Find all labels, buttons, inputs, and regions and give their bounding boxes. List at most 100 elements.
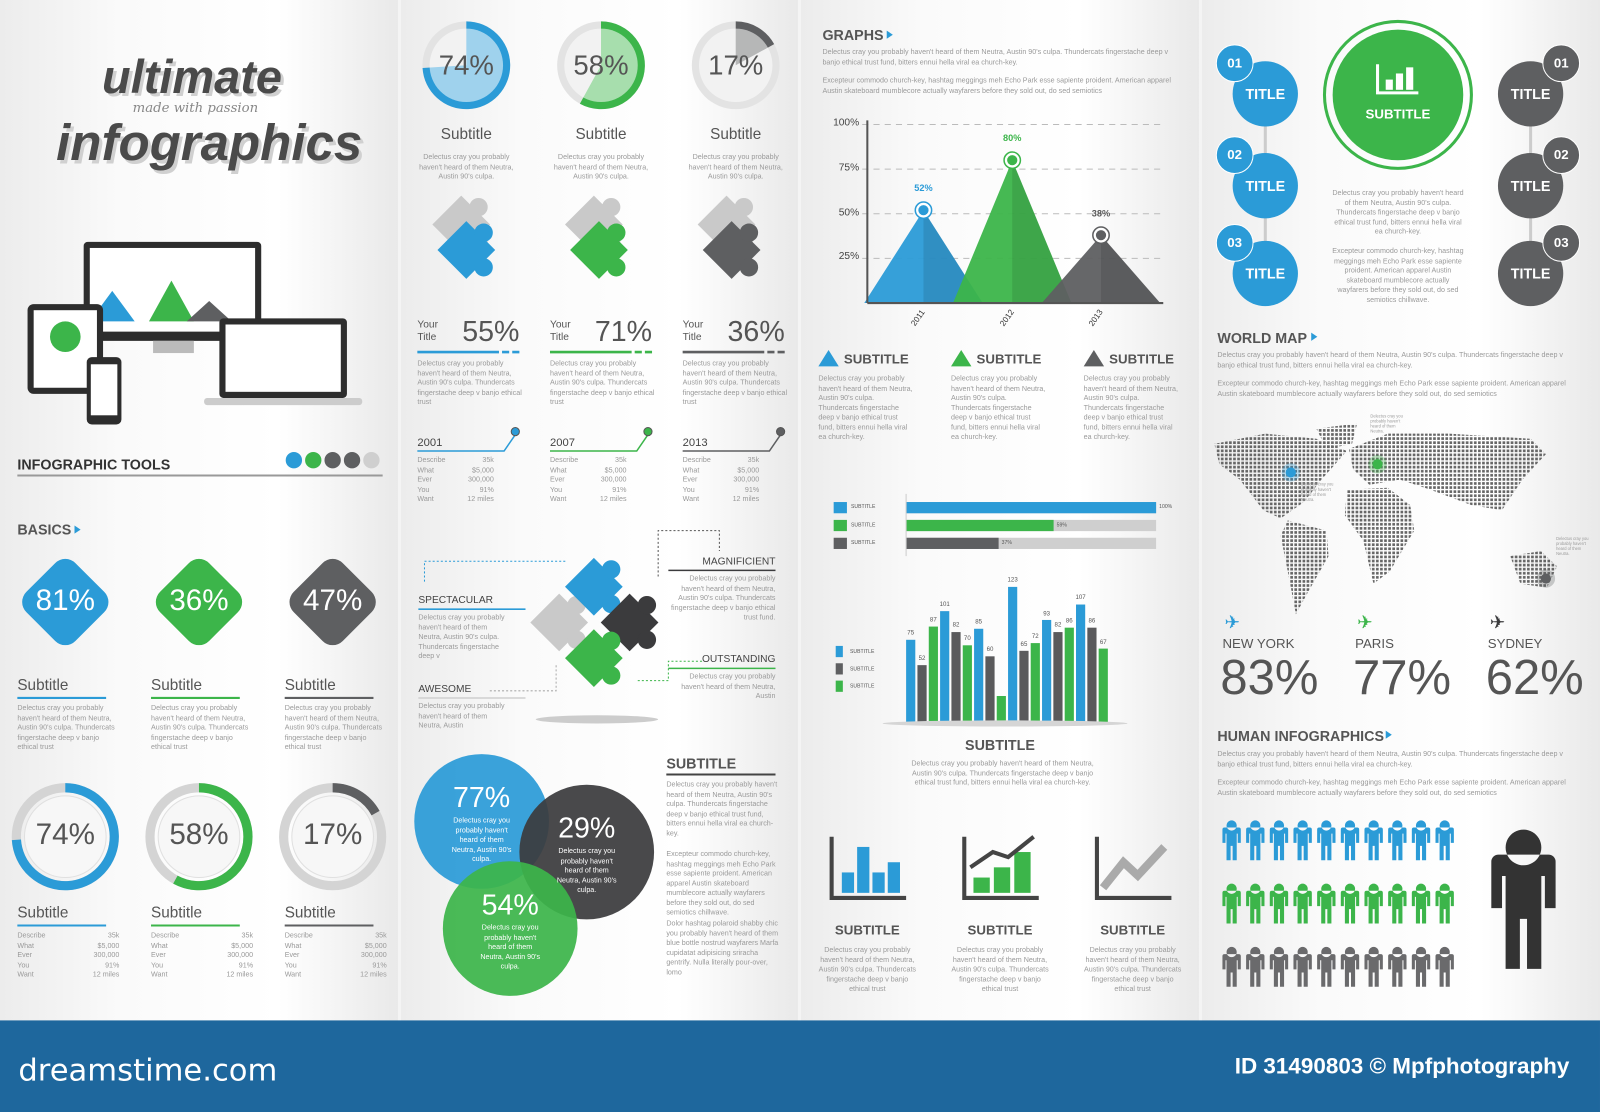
- row-label: Describe: [17, 932, 46, 940]
- map-callout: Delectus cray you probably haven't heard…: [1301, 481, 1334, 503]
- puzzle-knob: [474, 258, 493, 277]
- footer-brand[interactable]: dreamstime.com: [18, 1053, 278, 1089]
- person-icon: [1388, 820, 1407, 861]
- arrow-right-icon: [886, 30, 893, 39]
- row-value: 12 miles: [467, 495, 494, 504]
- row-value: 91%: [744, 486, 760, 494]
- continent-shape: [1348, 433, 1546, 511]
- step-title: TITLE: [1510, 265, 1551, 282]
- paragraph: Delectus cray you probably haven't heard…: [666, 781, 778, 838]
- table-row: What $5,000: [550, 466, 627, 476]
- bar-value-label: 107: [1075, 595, 1086, 602]
- icon-text: Delectus cray you probably haven't heard…: [1083, 946, 1182, 993]
- puzzle-label-text: Delectus cray you probably haven't heard…: [681, 673, 776, 700]
- row-label: Ever: [17, 952, 33, 960]
- bar-value-label: 87: [929, 617, 937, 624]
- bar-mark: [906, 639, 916, 723]
- table-row: You 91%: [17, 961, 119, 971]
- puzzle-knob: [607, 258, 626, 277]
- data-table: Describe 35k What $5,000 Ever 300,000 You 91% Wa…: [683, 456, 760, 504]
- subtitle: Subtitle: [151, 676, 203, 694]
- timeline-year: 2001: [417, 436, 443, 449]
- bar-value-label: 86: [1088, 618, 1096, 625]
- row-label: What: [284, 942, 302, 950]
- venn-text: Delectus cray you probably haven't heard…: [480, 924, 541, 971]
- row-label: What: [17, 942, 35, 950]
- person-icon: [1435, 883, 1454, 924]
- puzzle-label-title: AWESOME: [418, 683, 472, 695]
- puzzle-label-text: Delectus cray you probably haven't heard…: [418, 703, 505, 730]
- bar-value-label: 82: [952, 622, 960, 630]
- description: Delectus cray you probably haven't heard…: [284, 705, 383, 752]
- peak-label: 80%: [1003, 132, 1022, 143]
- row-label: Describe: [284, 932, 313, 940]
- data-table: Describe 35k What $5,000 Ever 300,000 You 91% Wa…: [285, 932, 387, 980]
- row-label: What: [417, 466, 435, 474]
- person-icon: [1222, 946, 1241, 987]
- color-dot-icon: [305, 452, 322, 469]
- chart-caption-text: Delectus cray you probably haven't heard…: [911, 760, 1094, 787]
- bar-mark: [1076, 604, 1086, 723]
- row-label: Ever: [284, 952, 300, 960]
- row-value: $5,000: [472, 466, 494, 474]
- row-label: Ever: [151, 952, 166, 960]
- stat-your: Your: [682, 319, 704, 331]
- map-marker-icon: [1540, 573, 1552, 584]
- row-value: 300,000: [93, 952, 120, 960]
- timeline-dot: [643, 427, 653, 437]
- step-circle: [1232, 61, 1298, 127]
- table-row: What $5,000: [683, 466, 760, 476]
- connector-line: [489, 663, 557, 692]
- section-title-basics: BASICS: [17, 521, 72, 538]
- table-row: Want 12 miles: [285, 970, 387, 980]
- ring-center: [23, 795, 107, 879]
- person-icon: [1293, 883, 1312, 924]
- bar-chart-icon: [1376, 64, 1419, 95]
- row-value: 91%: [105, 961, 120, 969]
- row-value: 300,000: [360, 952, 387, 960]
- row-value: 12 miles: [226, 971, 254, 979]
- timeline-line: [682, 434, 782, 452]
- row-value: 35k: [614, 457, 627, 465]
- puzzle-knob: [602, 560, 621, 579]
- legend-label: SUBTITLE: [849, 648, 875, 656]
- diamond-value: 36%: [169, 584, 229, 618]
- table-row: Describe 35k: [17, 932, 119, 942]
- description: Delectus cray you probably haven't heard…: [682, 360, 788, 407]
- triangle-icon: [1083, 349, 1105, 367]
- step-number-circle: [1215, 223, 1254, 262]
- row-value: 300,000: [733, 476, 760, 484]
- timeline-dot: [776, 427, 786, 437]
- person-icon: [1317, 883, 1336, 924]
- table-row: Ever 300,000: [17, 951, 119, 961]
- diamond-value: 81%: [35, 584, 95, 618]
- laptop-screen: [225, 324, 341, 392]
- stat-your: Your: [417, 319, 438, 331]
- puzzle-knob: [474, 223, 493, 242]
- ring: [1322, 19, 1473, 170]
- row-label: Want: [417, 495, 434, 504]
- bar-value-label: 82: [1054, 622, 1062, 630]
- axes: [962, 836, 1039, 900]
- data-table: Describe 35k What $5,000 Ever 300,000 You 91% Wa…: [417, 456, 494, 504]
- step-number: 01: [1227, 55, 1243, 71]
- triangle-mark: [953, 160, 1072, 304]
- table-row: What $5,000: [285, 941, 387, 951]
- bar-value-label: 85: [975, 619, 983, 626]
- person-large-icon: [1491, 829, 1556, 969]
- table-row: You 91%: [550, 485, 627, 495]
- step-number: 02: [1227, 146, 1243, 163]
- shadow: [882, 720, 1128, 727]
- table-row: Describe 35k: [550, 456, 627, 466]
- triangle-mark: [1041, 235, 1161, 304]
- subtitle: Subtitle: [17, 676, 69, 694]
- person-icon: [1293, 820, 1312, 861]
- pie-overlay: [564, 28, 638, 103]
- shadow: [535, 715, 659, 724]
- row-label: You: [284, 961, 297, 969]
- arrow-right-icon: [74, 525, 81, 534]
- step-number-circle: [1542, 136, 1581, 174]
- triangle-shade: [1101, 235, 1161, 304]
- y-tick-label: 25%: [838, 251, 860, 263]
- person-icon: [1364, 946, 1383, 987]
